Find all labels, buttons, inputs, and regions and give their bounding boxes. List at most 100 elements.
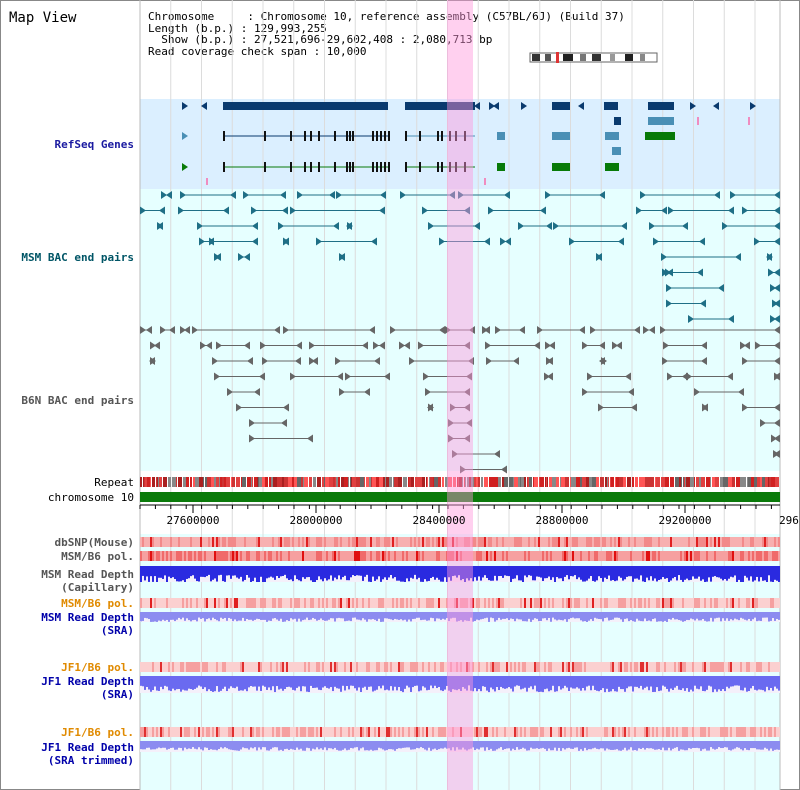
jf1-depth-trim-label[interactable]: JF1 Read Depth	[41, 741, 134, 754]
depth-bar	[466, 612, 468, 621]
pol-cell	[364, 551, 366, 561]
pol-cell	[426, 537, 428, 547]
pol-cell	[610, 727, 612, 737]
pol-cell	[196, 551, 198, 561]
polymorphism-depth-tracks[interactable]	[140, 537, 780, 752]
exon	[310, 131, 312, 141]
msm-depth-sra-label[interactable]: MSM Read Depth	[41, 611, 134, 624]
pol-cell	[360, 727, 362, 737]
depth-bar	[272, 566, 274, 578]
jf1-b6-pol-label[interactable]: JF1/B6 pol.	[61, 661, 134, 674]
depth-bar	[460, 676, 462, 691]
repeat-element	[145, 477, 147, 487]
repeat-element	[545, 477, 546, 487]
pol-cell	[672, 598, 674, 608]
repeat-element	[694, 477, 695, 487]
repeat-track[interactable]	[140, 477, 779, 487]
refseq-genes-label[interactable]: RefSeq Genes	[54, 138, 134, 151]
pol-cell	[186, 727, 188, 737]
pol-cell	[622, 537, 624, 547]
refseq-genes-track[interactable]	[182, 102, 756, 185]
depth-bar	[172, 612, 174, 620]
selected-region-highlight[interactable]	[447, 0, 473, 790]
depth-bar	[404, 566, 406, 582]
pol-cell	[714, 662, 716, 672]
pol-cell	[158, 662, 160, 672]
msm-bac-track[interactable]	[140, 191, 780, 323]
msm-b6-pol2-label[interactable]: MSM/B6 pol.	[61, 597, 134, 610]
depth-bar	[430, 612, 432, 618]
repeat-element	[282, 477, 284, 487]
depth-bar	[470, 566, 472, 579]
jf1-depth-sra-label[interactable]: JF1 Read Depth	[41, 675, 134, 688]
depth-bar	[422, 566, 424, 582]
depth-bar	[236, 676, 238, 687]
repeat-element	[265, 477, 267, 487]
depth-bar	[338, 741, 340, 751]
pol-cell	[516, 727, 518, 737]
pol-cell	[252, 537, 254, 547]
pol-cell	[730, 551, 732, 561]
depth-bar	[188, 741, 190, 749]
jf1-b6-pol2-label[interactable]: JF1/B6 pol.	[61, 726, 134, 739]
pol-cell	[264, 662, 266, 672]
depth-bar	[736, 741, 738, 748]
pol-cell	[622, 598, 624, 608]
bac-end	[199, 237, 205, 246]
depth-bar	[672, 741, 674, 749]
depth-bar	[244, 612, 246, 621]
pol-cell	[760, 598, 762, 608]
b6n-bac-track[interactable]	[140, 326, 780, 474]
depth-bar	[172, 566, 174, 578]
pol-cell	[268, 537, 270, 547]
msm-b6-pol-label[interactable]: MSM/B6 pol.	[61, 550, 134, 563]
depth-bar	[370, 676, 372, 687]
pol-cell	[384, 727, 386, 737]
depth-bar	[320, 612, 322, 619]
pol-cell	[600, 537, 602, 547]
pol-cell	[320, 598, 322, 608]
depth-bar	[750, 612, 752, 621]
depth-bar	[196, 741, 198, 750]
chromosome-bar[interactable]	[140, 492, 780, 502]
bac-end	[640, 191, 646, 199]
pol-cell	[376, 537, 378, 547]
msm-bac-label[interactable]: MSM BAC end pairs	[21, 251, 134, 264]
chromosome-ideogram[interactable]	[529, 52, 658, 63]
depth-bar	[318, 612, 320, 620]
pol-cell	[492, 551, 494, 561]
pol-cell	[610, 662, 612, 672]
exon	[464, 131, 466, 141]
pol-cell	[444, 537, 446, 547]
pol-cell	[322, 727, 324, 737]
msm-depth-capillary-label[interactable]: MSM Read Depth	[41, 568, 134, 581]
depth-bar	[384, 566, 386, 578]
depth-bar	[464, 676, 466, 689]
pol-cell	[364, 598, 366, 608]
depth-bar	[468, 566, 470, 581]
pol-cell	[536, 727, 538, 737]
pol-cell	[312, 727, 314, 737]
pol-cell	[350, 662, 352, 672]
pol-cell	[232, 662, 234, 672]
pol-cell	[412, 598, 414, 608]
pol-cell	[412, 537, 414, 547]
pol-cell	[188, 598, 190, 608]
depth-bar	[312, 612, 314, 618]
bac-end	[569, 237, 575, 246]
pol-cell	[328, 537, 330, 547]
pol-cell	[766, 727, 768, 737]
b6n-bac-label[interactable]: B6N BAC end pairs	[21, 394, 134, 407]
pol-cell	[758, 598, 760, 608]
depth-bar	[238, 741, 240, 751]
bac-end	[766, 253, 772, 261]
pol-cell	[778, 598, 780, 608]
gene-block	[612, 147, 621, 155]
pol-cell	[140, 551, 142, 561]
dbsnp-label[interactable]: dbSNP(Mouse)	[54, 536, 134, 549]
pol-cell	[658, 537, 660, 547]
depth-bar	[538, 566, 540, 577]
pol-cell	[778, 551, 780, 561]
depth-bar	[624, 676, 626, 692]
